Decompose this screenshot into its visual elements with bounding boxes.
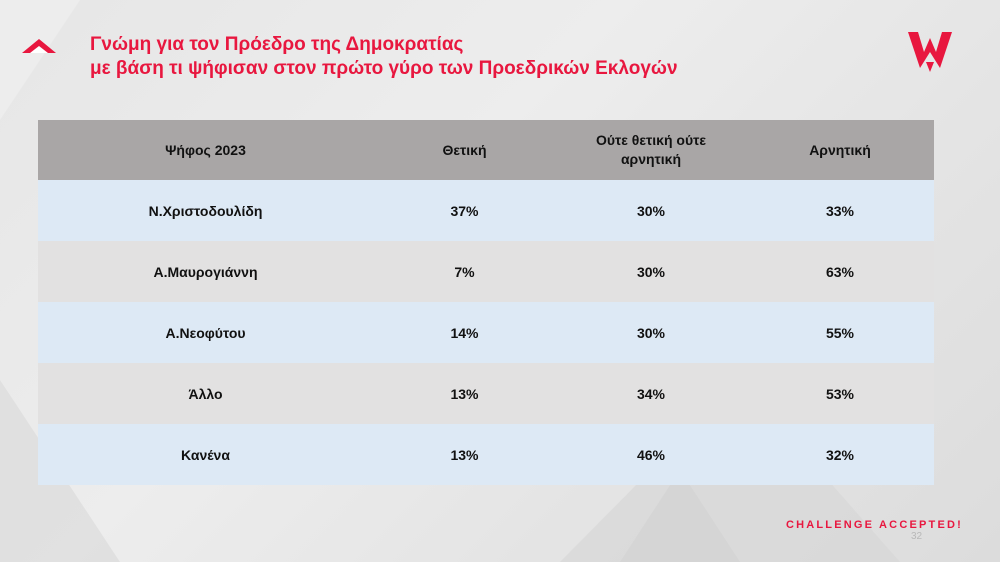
table-row: Ν.Χριστοδουλίδη 37% 30% 33% — [38, 180, 934, 241]
cell-neutral: 34% — [636, 385, 666, 402]
w-logo-icon — [908, 32, 952, 72]
row-label: Κανένα — [181, 446, 230, 463]
cell-neutral: 30% — [636, 263, 666, 280]
cell-positive: 14% — [450, 324, 479, 341]
header-vote-2023: Ψήφος 2023 — [165, 142, 246, 158]
row-label: Α.Νεοφύτου — [165, 324, 246, 341]
cell-neutral: 30% — [636, 202, 666, 219]
page-number: 32 — [911, 531, 923, 542]
table-header-row: Ψήφος 2023 Θετική Ούτε θετική ούτε αρνητ… — [38, 120, 934, 180]
header-positive: Θετική — [442, 142, 487, 158]
title-line-1: Γνώμη για τον Πρόεδρο της Δημοκρατίας — [90, 34, 464, 55]
header-negative: Αρνητική — [809, 142, 871, 158]
page-title: Γνώμη για τον Πρόεδρο της Δημοκρατίας με… — [90, 33, 678, 81]
table-row: Α.Νεοφύτου 14% 30% 55% — [38, 302, 934, 363]
table-row: Α.Μαυρογιάννη 7% 30% 63% — [38, 241, 934, 302]
header-neutral: Ούτε θετική ούτε αρνητική — [556, 120, 746, 180]
results-table: Ψήφος 2023 Θετική Ούτε θετική ούτε αρνητ… — [38, 120, 934, 485]
footer-tagline: CHALLENGE ACCEPTED! — [785, 519, 963, 531]
cell-neutral: 46% — [636, 446, 666, 463]
row-label: Ν.Χριστοδουλίδη — [148, 202, 263, 219]
row-label: Άλλο — [188, 385, 223, 402]
cell-positive: 13% — [450, 385, 479, 402]
results-table-container: Ψήφος 2023 Θετική Ούτε θετική ούτε αρνητ… — [38, 120, 934, 485]
table-row: Άλλο 13% 34% 53% — [38, 363, 934, 424]
cell-negative: 32% — [825, 446, 855, 463]
cell-negative: 63% — [825, 263, 855, 280]
cell-negative: 33% — [825, 202, 855, 219]
title-line-2: με βάση τι ψήφισαν στον πρώτο γύρο των Π… — [90, 58, 678, 79]
cell-positive: 13% — [450, 446, 479, 463]
cell-neutral: 30% — [636, 324, 666, 341]
cell-negative: 53% — [825, 385, 855, 402]
cell-positive: 7% — [454, 263, 475, 280]
row-label: Α.Μαυρογιάννη — [153, 263, 258, 280]
cell-negative: 55% — [825, 324, 855, 341]
cell-positive: 37% — [450, 202, 479, 219]
red-triangle-icon — [22, 39, 56, 53]
table-row: Κανένα 13% 46% 32% — [38, 424, 934, 485]
header-neutral-label: Ούτε θετική ούτε αρνητική — [595, 132, 706, 167]
